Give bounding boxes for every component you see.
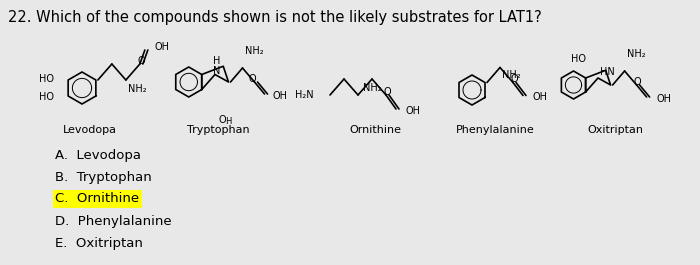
- Text: Phenylalanine: Phenylalanine: [456, 125, 534, 135]
- Text: B.  Tryptophan: B. Tryptophan: [55, 170, 152, 183]
- Text: NH₂: NH₂: [244, 46, 263, 56]
- Text: O: O: [634, 77, 641, 87]
- Text: O: O: [510, 73, 518, 83]
- Text: Ornithine: Ornithine: [349, 125, 401, 135]
- Text: NH₂: NH₂: [363, 83, 382, 93]
- Text: HO: HO: [571, 54, 586, 64]
- Text: HN: HN: [600, 67, 615, 77]
- Text: O: O: [248, 74, 256, 84]
- Text: OH: OH: [533, 92, 548, 103]
- Text: HO: HO: [39, 74, 54, 84]
- Text: OH: OH: [272, 91, 288, 101]
- Text: Oxitriptan: Oxitriptan: [587, 125, 643, 135]
- Text: HO: HO: [39, 92, 54, 102]
- Text: OH: OH: [657, 94, 671, 104]
- Text: O: O: [137, 56, 145, 66]
- Text: E.  Oxitriptan: E. Oxitriptan: [55, 236, 143, 250]
- Text: NH₂: NH₂: [128, 84, 146, 94]
- Text: O: O: [218, 115, 226, 125]
- Text: H: H: [225, 117, 231, 126]
- Text: 22. Which of the compounds shown is not the likely substrates for LAT1?: 22. Which of the compounds shown is not …: [8, 10, 542, 25]
- Text: A.  Levodopa: A. Levodopa: [55, 148, 141, 161]
- Text: N: N: [214, 65, 220, 76]
- Text: OH: OH: [155, 42, 170, 52]
- Text: O: O: [383, 87, 391, 97]
- Text: OH: OH: [406, 106, 421, 116]
- Text: D.  Phenylalanine: D. Phenylalanine: [55, 214, 172, 227]
- Text: NH₂: NH₂: [626, 49, 645, 59]
- Text: Tryptophan: Tryptophan: [187, 125, 249, 135]
- Text: Levodopa: Levodopa: [63, 125, 117, 135]
- Text: H: H: [214, 55, 220, 65]
- Text: H₂N: H₂N: [295, 90, 314, 100]
- Text: C.  Ornithine: C. Ornithine: [55, 192, 139, 205]
- Text: NH₂: NH₂: [502, 70, 521, 81]
